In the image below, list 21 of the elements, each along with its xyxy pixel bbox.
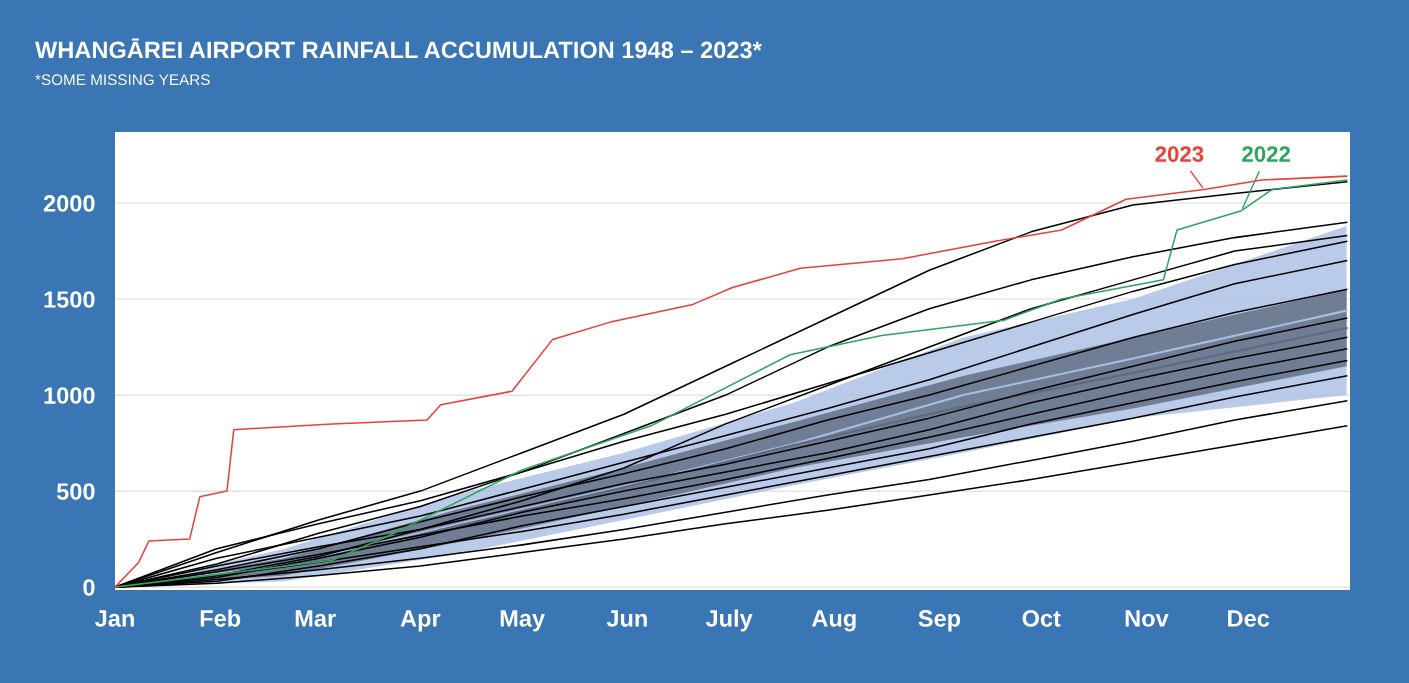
x-tick-label: Jan <box>95 610 134 627</box>
x-tick-label: Sep <box>918 610 961 632</box>
x-tick-label: Jun <box>606 610 647 627</box>
x-tick-label: Feb <box>200 609 241 627</box>
x-tick-label: July <box>705 609 753 632</box>
x-tick-label: Aug <box>811 610 856 632</box>
series-label: 2022 <box>1242 146 1290 162</box>
x-tick-label: May <box>500 610 545 632</box>
chart-title: WHANGĀREI AIRPORT RAINFALL ACCUMULATION 1948 – 2023* <box>35 38 762 59</box>
y-tick-label: 0 <box>83 579 95 596</box>
chart-subtitle: *SOME MISSING YEARS <box>35 74 210 86</box>
x-tick-label: Mar <box>295 610 336 627</box>
x-tick-label: Apr <box>400 610 441 632</box>
x-tick-label: Dec <box>1228 610 1270 627</box>
x-tick-label: Nov <box>1125 610 1169 627</box>
y-tick-label: 500 <box>56 483 95 500</box>
y-tick-label: 2000 <box>43 195 95 212</box>
y-tick-label: 1000 <box>44 387 95 404</box>
x-tick-label: Oct <box>1022 610 1061 627</box>
y-tick-label: 1500 <box>44 291 95 308</box>
series-label: 2023 <box>1155 146 1204 162</box>
